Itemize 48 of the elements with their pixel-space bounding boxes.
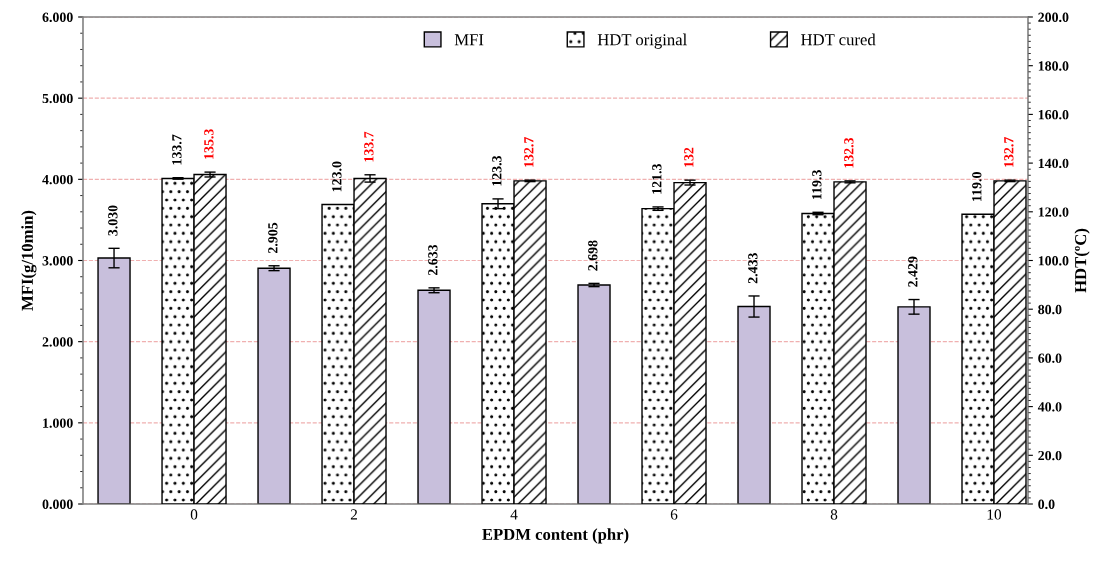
x-tick-label: 0 xyxy=(190,509,198,520)
x-tick-label: 4 xyxy=(510,509,518,520)
legend-label: HDT cured xyxy=(801,33,876,46)
data-label: 132 xyxy=(684,147,694,167)
y-tick-label: 4.000 xyxy=(42,174,73,185)
x-tick-label: 8 xyxy=(830,509,838,520)
data-label: 123.0 xyxy=(332,161,342,192)
data-label: 2.698 xyxy=(588,240,598,271)
y-tick-label: 0.000 xyxy=(42,499,73,510)
data-label: 2.429 xyxy=(908,256,918,287)
data-label: 132.7 xyxy=(524,137,534,167)
y-axis-title: MFI(g/10min) xyxy=(21,210,37,311)
y-tick-label: 5.000 xyxy=(42,93,73,104)
y2-tick-label: 120.0 xyxy=(1038,207,1069,217)
data-label: 119.3 xyxy=(812,170,822,199)
x-axis-title: EPDM content (phr) xyxy=(482,528,629,544)
legend-label: MFI xyxy=(454,34,484,46)
data-label: 3.030 xyxy=(108,205,118,236)
y-tick-label: 3.000 xyxy=(42,256,73,266)
x-tick-label: 6 xyxy=(670,509,678,520)
data-label: 133.7 xyxy=(172,134,182,165)
y2-tick-label: 200.0 xyxy=(1038,12,1069,23)
data-label: 2.433 xyxy=(748,253,758,284)
y2-tick-label: 20.0 xyxy=(1038,450,1062,461)
x-tick-label: 10 xyxy=(987,509,1002,520)
data-label: 133.7 xyxy=(364,131,374,162)
data-label: 123.3 xyxy=(492,155,502,186)
y2-tick-label: 40.0 xyxy=(1037,402,1062,412)
y2-tick-label: 60.0 xyxy=(1038,353,1062,363)
y2-tick-label: 100.0 xyxy=(1038,256,1069,266)
x-tick-label: 2 xyxy=(350,509,358,520)
legend-label: HDT original xyxy=(597,33,687,49)
data-label: 132.7 xyxy=(1004,137,1014,167)
y2-tick-label: 80.0 xyxy=(1038,304,1062,315)
data-label: 2.905 xyxy=(268,222,278,254)
data-label: 119.0 xyxy=(972,172,982,201)
data-label: 132.3 xyxy=(844,137,854,168)
y-tick-label: 6.000 xyxy=(42,12,73,23)
y2-axis-title: HDT(ºC) xyxy=(1074,228,1090,293)
y2-tick-label: 180.0 xyxy=(1038,61,1069,71)
y2-tick-label: 140.0 xyxy=(1038,158,1069,169)
data-label: 135.3 xyxy=(204,129,214,159)
y-tick-label: 1.000 xyxy=(43,418,73,428)
y-tick-label: 2.000 xyxy=(42,337,73,347)
data-label: 2.633 xyxy=(428,244,438,276)
y2-tick-label: 0.0 xyxy=(1038,499,1055,510)
data-label: 121.3 xyxy=(652,163,662,194)
y2-tick-label: 160.0 xyxy=(1038,109,1069,120)
